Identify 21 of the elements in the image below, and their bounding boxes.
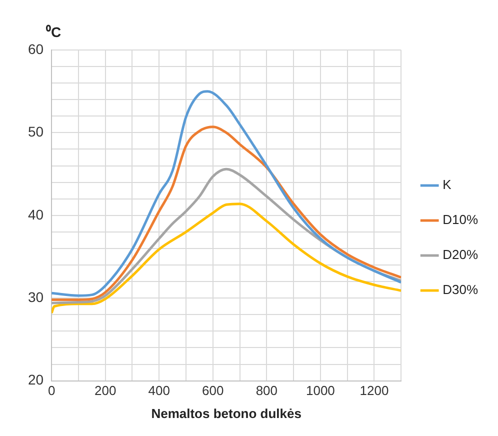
- y-tick-label: 60: [28, 40, 44, 57]
- line-series: [52, 126, 402, 302]
- x-tick-label: 800: [256, 383, 278, 398]
- x-axis-title: Nemaltos betono dulkės: [151, 406, 302, 421]
- legend-label: D20%: [442, 247, 478, 262]
- legend-label: D10%: [442, 212, 478, 228]
- x-tick-label: 0: [48, 383, 56, 398]
- x-tick-label: 1000: [306, 383, 335, 398]
- x-tick-label: 200: [94, 383, 116, 398]
- y-tick-label: 40: [28, 206, 44, 222]
- y-axis-title: ⁰C: [46, 23, 62, 41]
- legend-label: K: [442, 177, 452, 192]
- y-tick-label: 30: [28, 288, 44, 305]
- x-tick-label: 1200: [360, 383, 389, 398]
- y-tick-label: 50: [28, 124, 44, 140]
- y-tick-label: 20: [28, 372, 44, 388]
- line-series: [52, 202, 402, 314]
- x-tick-label: 400: [148, 383, 170, 398]
- x-tick-label: 600: [202, 383, 224, 398]
- line-series: [52, 90, 402, 297]
- legend-label: D30%: [442, 282, 478, 298]
